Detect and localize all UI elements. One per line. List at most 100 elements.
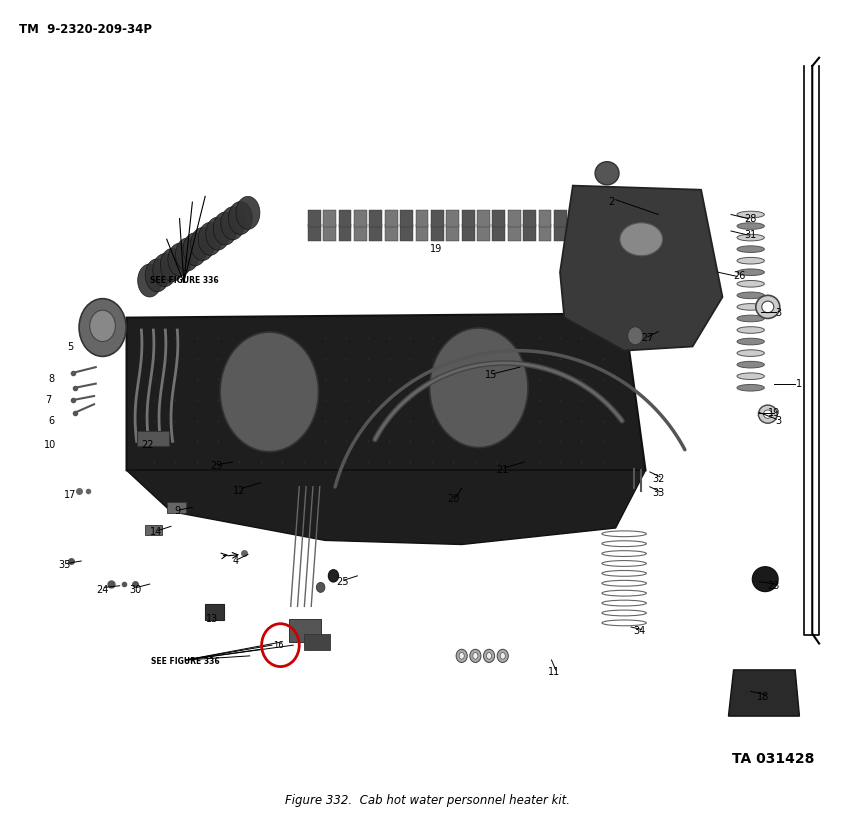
- Ellipse shape: [470, 649, 481, 662]
- Bar: [369, 224, 382, 241]
- Text: 22: 22: [142, 441, 154, 450]
- Ellipse shape: [161, 248, 185, 281]
- Bar: [339, 224, 351, 241]
- Bar: [554, 224, 567, 241]
- Bar: [385, 210, 398, 227]
- Bar: [416, 224, 428, 241]
- Polygon shape: [127, 314, 646, 470]
- Polygon shape: [560, 186, 722, 351]
- Ellipse shape: [457, 649, 467, 662]
- Bar: [477, 210, 490, 227]
- Bar: [539, 210, 551, 227]
- Bar: [446, 210, 459, 227]
- Text: 3: 3: [775, 416, 781, 426]
- Bar: [145, 525, 162, 535]
- Ellipse shape: [206, 217, 230, 250]
- Ellipse shape: [183, 233, 207, 266]
- Ellipse shape: [191, 228, 215, 261]
- Bar: [354, 224, 367, 241]
- Text: 19: 19: [768, 408, 780, 417]
- Bar: [369, 210, 382, 227]
- Text: 2: 2: [608, 197, 615, 207]
- Bar: [508, 224, 521, 241]
- Text: 6: 6: [48, 416, 55, 426]
- Ellipse shape: [473, 653, 478, 659]
- Bar: [431, 224, 444, 241]
- Text: TM  9-2320-209-34P: TM 9-2320-209-34P: [19, 23, 152, 36]
- Text: TA 031428: TA 031428: [732, 752, 814, 766]
- Ellipse shape: [595, 162, 619, 185]
- Ellipse shape: [483, 649, 494, 662]
- Text: SEE FIGURE 336: SEE FIGURE 336: [150, 276, 218, 285]
- Ellipse shape: [221, 332, 318, 452]
- Bar: [416, 210, 428, 227]
- Ellipse shape: [758, 405, 777, 423]
- FancyBboxPatch shape: [205, 604, 224, 620]
- Bar: [323, 224, 336, 241]
- Text: 23: 23: [768, 581, 780, 591]
- Bar: [339, 210, 351, 227]
- Bar: [385, 224, 398, 241]
- Ellipse shape: [138, 264, 162, 297]
- Ellipse shape: [498, 649, 508, 662]
- Ellipse shape: [737, 280, 764, 287]
- Ellipse shape: [737, 304, 764, 310]
- Text: 5: 5: [67, 342, 74, 351]
- Bar: [523, 210, 536, 227]
- Text: 30: 30: [129, 585, 141, 595]
- Text: 26: 26: [734, 271, 746, 281]
- Bar: [354, 210, 367, 227]
- Bar: [492, 210, 505, 227]
- FancyBboxPatch shape: [304, 634, 330, 650]
- Polygon shape: [127, 470, 646, 544]
- Text: 28: 28: [745, 214, 757, 224]
- Text: 13: 13: [206, 614, 218, 624]
- Text: 10: 10: [44, 441, 56, 450]
- Text: 21: 21: [497, 465, 509, 475]
- Bar: [508, 210, 521, 227]
- Polygon shape: [728, 670, 799, 716]
- Text: 25: 25: [336, 577, 348, 587]
- Ellipse shape: [737, 373, 764, 380]
- Ellipse shape: [737, 246, 764, 252]
- Ellipse shape: [628, 327, 643, 345]
- Text: 8: 8: [48, 375, 55, 384]
- Ellipse shape: [221, 207, 245, 240]
- Text: 31: 31: [745, 230, 757, 240]
- Ellipse shape: [737, 338, 764, 345]
- Ellipse shape: [737, 257, 764, 264]
- Bar: [323, 210, 336, 227]
- Bar: [569, 210, 582, 227]
- Ellipse shape: [228, 201, 252, 234]
- Ellipse shape: [175, 238, 199, 271]
- Bar: [446, 224, 459, 241]
- Text: 35: 35: [58, 560, 70, 570]
- Text: Figure 332.  Cab hot water personnel heater kit.: Figure 332. Cab hot water personnel heat…: [285, 794, 570, 807]
- Ellipse shape: [198, 223, 222, 256]
- Ellipse shape: [620, 223, 663, 256]
- Ellipse shape: [737, 211, 764, 218]
- Text: 3: 3: [775, 309, 781, 318]
- Bar: [539, 224, 551, 241]
- Text: 14: 14: [150, 527, 162, 537]
- Text: 32: 32: [652, 474, 664, 483]
- Ellipse shape: [90, 310, 115, 342]
- Bar: [400, 210, 413, 227]
- Ellipse shape: [737, 315, 764, 322]
- Text: 4: 4: [232, 556, 239, 566]
- Text: 27: 27: [641, 333, 653, 343]
- Text: 11: 11: [548, 667, 560, 677]
- Text: 15: 15: [486, 370, 498, 380]
- Ellipse shape: [168, 243, 192, 276]
- Ellipse shape: [328, 569, 339, 582]
- Text: 29: 29: [210, 461, 222, 471]
- Text: SEE FIGURE 336: SEE FIGURE 336: [151, 658, 220, 666]
- Text: 20: 20: [447, 494, 459, 504]
- Bar: [462, 224, 475, 241]
- Text: 18: 18: [758, 692, 770, 702]
- Text: 19: 19: [430, 244, 442, 254]
- Text: 33: 33: [652, 488, 664, 498]
- Bar: [137, 431, 169, 446]
- Ellipse shape: [737, 234, 764, 241]
- Text: 17: 17: [64, 490, 76, 500]
